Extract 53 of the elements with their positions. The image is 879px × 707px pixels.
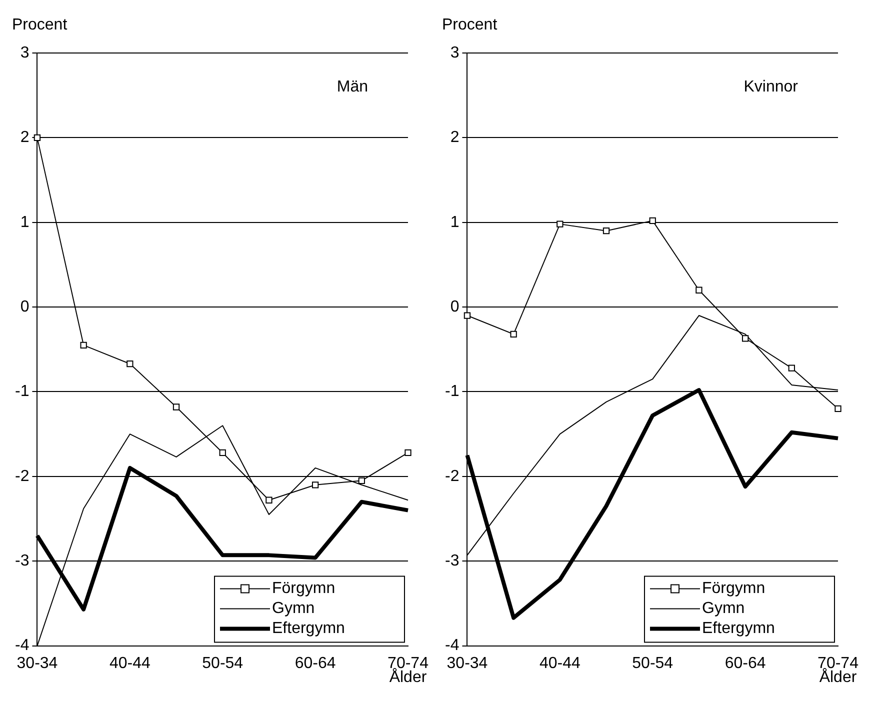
x-tick-label: 50-54	[632, 654, 674, 672]
x-tick-label: 30-34	[446, 654, 488, 672]
y-tick-label: 2	[20, 129, 30, 146]
point	[266, 496, 272, 504]
y-tick-label: -3	[444, 552, 460, 570]
y-tick-label: 0	[20, 298, 30, 316]
point	[602, 228, 610, 234]
y-tick-label: 3	[450, 44, 460, 62]
y-tick-label: -4	[444, 637, 460, 654]
point	[312, 482, 319, 488]
point	[649, 217, 656, 224]
point	[172, 404, 180, 410]
point	[126, 360, 134, 368]
y-tick-label: 1	[450, 214, 460, 231]
legend-label: Förgymn	[272, 580, 336, 598]
point	[696, 286, 702, 294]
legend-label: Gymn	[272, 600, 315, 618]
point	[404, 449, 412, 456]
y-tick-label: -1	[14, 383, 30, 400]
point	[834, 405, 842, 412]
point	[556, 220, 564, 228]
y-axis-title: Procent	[12, 16, 68, 34]
y-axis-title: Procent	[442, 16, 498, 34]
point	[358, 477, 365, 484]
annotation: Män	[336, 78, 368, 96]
annotation: Kvinnor	[744, 78, 799, 96]
legend-label: Gymn	[702, 600, 745, 618]
x-tick-label: 60-64	[724, 654, 766, 672]
x-tick-label: 40-44	[109, 654, 150, 672]
y-tick-label: -2	[14, 468, 30, 485]
y-tick-label: 0	[450, 298, 460, 316]
legend-label: Eftergymn	[702, 620, 775, 638]
point	[80, 342, 87, 348]
x-axis-title: Ålder	[389, 668, 428, 686]
point	[788, 364, 795, 372]
x-tick-label: 50-54	[202, 654, 244, 672]
x-axis-title: Ålder	[819, 668, 858, 686]
point	[742, 335, 749, 342]
x-tick-label: 30-34	[16, 654, 58, 672]
legend-label: Förgymn	[702, 580, 766, 598]
y-tick-label: -4	[14, 637, 30, 654]
x-tick-label: 60-64	[294, 654, 336, 672]
x-tick-label: 40-44	[539, 654, 580, 672]
y-tick-label: -2	[444, 468, 460, 485]
legend-label: Eftergymn	[272, 620, 345, 638]
y-tick-label: 2	[450, 129, 460, 146]
y-tick-label: -3	[14, 552, 30, 570]
point	[464, 312, 471, 319]
y-tick-label: 3	[20, 44, 30, 62]
point	[219, 449, 226, 456]
y-tick-label: 1	[20, 214, 30, 231]
point	[510, 330, 517, 338]
y-tick-label: -1	[444, 383, 460, 400]
